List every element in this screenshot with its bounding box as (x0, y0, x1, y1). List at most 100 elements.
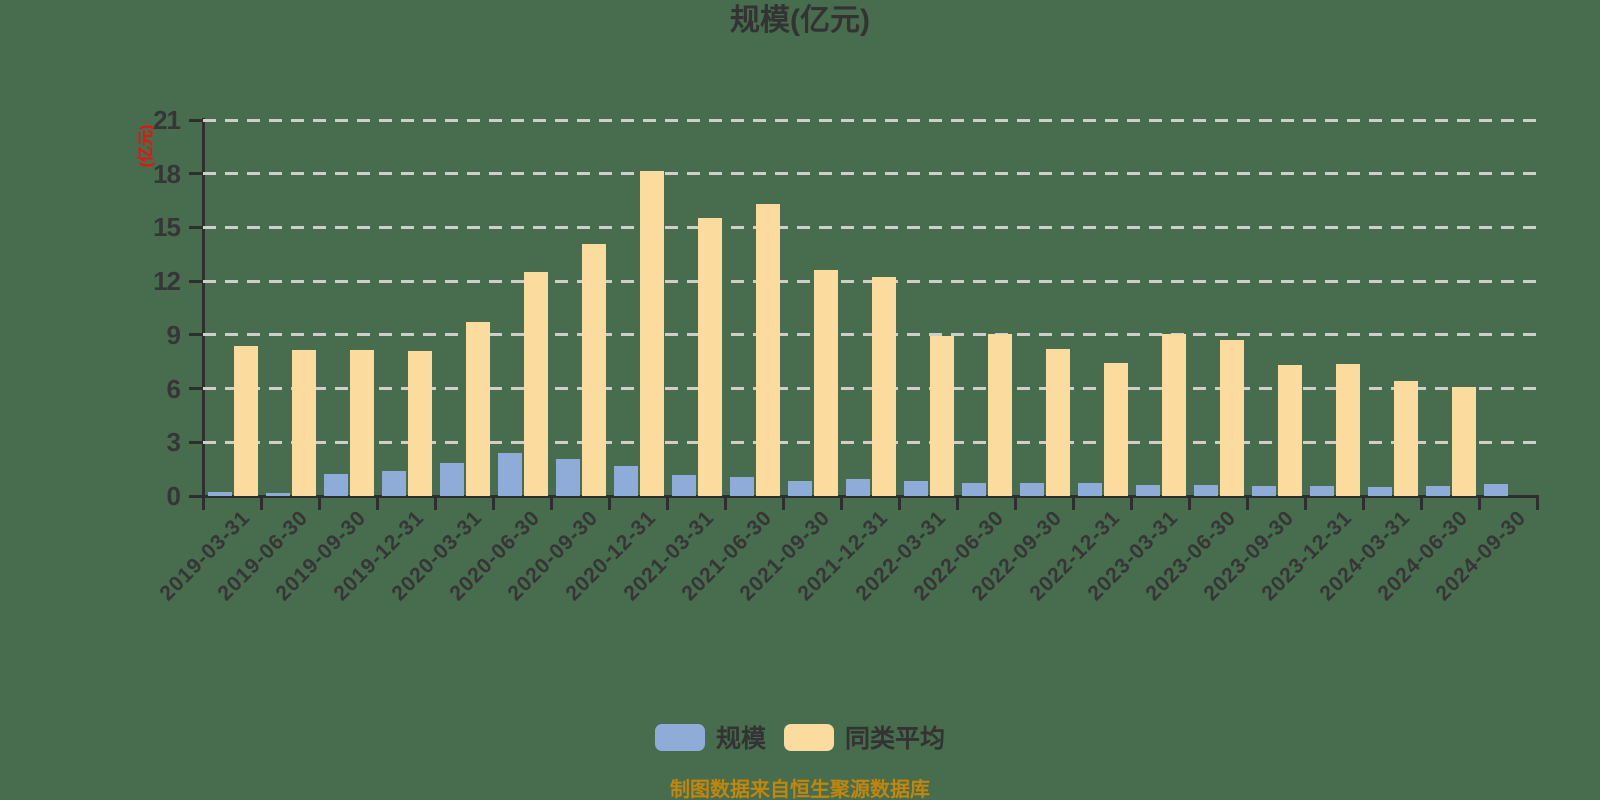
bar-peer-avg-2022-12-31[interactable] (1104, 362, 1128, 496)
bar-peer-avg-2023-06-30[interactable] (1220, 340, 1244, 496)
x-axis-tick (1129, 497, 1133, 510)
x-axis-tick (549, 497, 553, 510)
bar-peer-avg-2020-09-30[interactable] (582, 243, 606, 496)
bar-scale-2022-06-30[interactable] (962, 482, 986, 496)
y-axis-tick-18 (189, 172, 202, 176)
bar-scale-2020-03-31[interactable] (440, 463, 464, 496)
bar-peer-avg-2019-09-30[interactable] (350, 350, 374, 496)
x-axis-tick (1245, 497, 1249, 510)
bar-scale-2022-09-30[interactable] (1020, 483, 1044, 496)
legend-item-peer-average[interactable]: 同类平均 (784, 719, 945, 755)
y-axis-tick-3 (189, 440, 202, 444)
gridline-21 (203, 118, 1537, 122)
x-axis-tick (1303, 497, 1307, 510)
x-axis-tick (839, 497, 843, 510)
bar-peer-avg-2023-09-30[interactable] (1278, 365, 1302, 496)
bar-peer-avg-2021-09-30[interactable] (814, 270, 838, 496)
bar-peer-avg-2021-03-31[interactable] (698, 218, 722, 496)
bar-scale-2021-09-30[interactable] (788, 480, 812, 496)
x-axis-tick (1535, 497, 1539, 510)
legend-label-peer-average: 同类平均 (845, 725, 946, 753)
x-axis-tick (491, 497, 495, 510)
bar-scale-2020-12-31[interactable] (614, 466, 638, 496)
x-axis-tick (201, 497, 205, 510)
y-axis-tick-0 (189, 494, 202, 498)
bar-scale-2019-06-30[interactable] (266, 492, 290, 496)
x-axis-tick (1071, 497, 1075, 510)
y-tick-label-9: 9 (166, 319, 181, 350)
bar-peer-avg-2022-06-30[interactable] (988, 333, 1012, 496)
bar-scale-2021-06-30[interactable] (730, 477, 754, 496)
chart-title: 规模(亿元) (730, 4, 870, 37)
gridline-18 (203, 172, 1537, 176)
bar-scale-2024-03-31[interactable] (1368, 486, 1392, 496)
legend-item-scale[interactable]: 规模 (654, 719, 766, 755)
bar-peer-avg-2019-03-31[interactable] (234, 345, 258, 496)
x-axis-tick (1361, 497, 1365, 510)
bar-peer-avg-2022-09-30[interactable] (1046, 349, 1070, 496)
bar-peer-avg-2023-12-31[interactable] (1336, 364, 1360, 496)
x-axis-tick (723, 497, 727, 510)
y-axis-tick-9 (189, 333, 202, 337)
y-axis-tick-12 (189, 279, 202, 283)
gridline-3 (203, 440, 1537, 444)
bar-peer-avg-2023-03-31[interactable] (1162, 333, 1186, 496)
y-tick-label-6: 6 (166, 373, 181, 404)
x-axis-tick (1419, 497, 1423, 510)
bar-peer-avg-2021-12-31[interactable] (872, 276, 896, 496)
bar-scale-2019-09-30[interactable] (324, 473, 348, 496)
bar-scale-2023-06-30[interactable] (1194, 484, 1218, 496)
x-axis-tick (897, 497, 901, 510)
gridline-12 (203, 279, 1537, 283)
y-axis-tick-21 (189, 118, 202, 122)
bar-scale-2021-03-31[interactable] (672, 474, 696, 496)
bar-scale-2020-06-30[interactable] (498, 453, 522, 496)
x-axis-tick (1187, 497, 1191, 510)
bar-peer-avg-2020-06-30[interactable] (524, 272, 548, 496)
bar-scale-2023-09-30[interactable] (1252, 485, 1276, 496)
bar-scale-2024-06-30[interactable] (1426, 485, 1450, 496)
bar-scale-2023-12-31[interactable] (1310, 485, 1334, 496)
bar-peer-avg-2019-12-31[interactable] (408, 350, 432, 496)
y-tick-label-12: 12 (153, 266, 181, 297)
bar-scale-2023-03-31[interactable] (1136, 484, 1160, 496)
bar-peer-avg-2020-12-31[interactable] (640, 171, 664, 496)
bar-scale-2019-12-31[interactable] (382, 470, 406, 496)
bar-scale-2019-03-31[interactable] (208, 492, 232, 496)
bar-peer-avg-2024-06-30[interactable] (1452, 386, 1476, 496)
x-axis-tick (665, 497, 669, 510)
x-axis-tick (433, 497, 437, 510)
bar-peer-avg-2020-03-31[interactable] (466, 322, 490, 496)
x-axis-tick (1477, 497, 1481, 510)
legend-swatch-peer-average (784, 723, 834, 751)
bar-peer-avg-2024-03-31[interactable] (1394, 380, 1418, 496)
y-axis-line (201, 118, 205, 499)
x-axis-tick (781, 497, 785, 510)
y-tick-label-18: 18 (153, 158, 181, 189)
x-axis-tick (317, 497, 321, 510)
y-tick-label-3: 3 (166, 427, 181, 458)
legend-swatch-scale (654, 723, 705, 751)
bar-scale-2022-03-31[interactable] (904, 480, 928, 496)
x-axis-tick (1013, 497, 1017, 510)
bar-peer-avg-2021-06-30[interactable] (756, 204, 780, 496)
y-axis-tick-6 (189, 387, 202, 391)
bar-scale-2021-12-31[interactable] (846, 478, 870, 496)
x-axis-tick (955, 497, 959, 510)
bar-scale-2020-09-30[interactable] (556, 459, 580, 496)
bar-scale-2024-09-30[interactable] (1484, 484, 1508, 496)
x-axis-tick (607, 497, 611, 510)
gridline-9 (203, 333, 1537, 337)
x-axis-tick (259, 497, 263, 510)
source-note: 制图数据来自恒生聚源数据库 (670, 779, 930, 800)
legend-label-scale: 规模 (715, 725, 766, 753)
y-tick-label-0: 0 (166, 481, 181, 511)
gridline-6 (203, 387, 1537, 391)
y-axis-tick-15 (189, 225, 202, 229)
bar-peer-avg-2022-03-31[interactable] (930, 335, 954, 496)
bar-peer-avg-2019-06-30[interactable] (292, 350, 316, 496)
y-tick-label-15: 15 (153, 212, 181, 243)
bar-scale-2022-12-31[interactable] (1078, 483, 1102, 496)
